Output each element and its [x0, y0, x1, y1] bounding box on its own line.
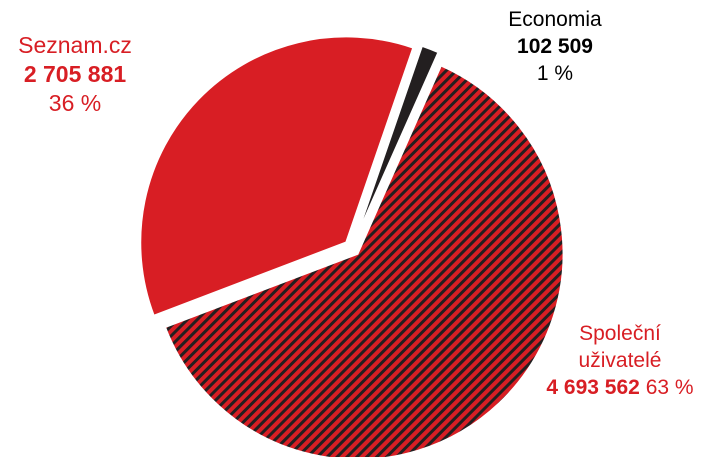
slice-label: Economia 102 509 1 % — [480, 6, 630, 87]
pie-slice — [139, 35, 415, 318]
slice-percent: 1 % — [536, 62, 574, 85]
slice-percent: 36 % — [48, 90, 102, 116]
slice-value: 4 693 562 — [546, 376, 640, 399]
slice-label: Společní uživatelé 4 693 562 63 % — [540, 320, 700, 401]
slice-percent: 63 % — [645, 376, 694, 399]
slice-name: Seznam.cz — [18, 32, 132, 58]
slice-value: 102 509 — [517, 35, 593, 58]
pie-slice — [353, 44, 440, 241]
slice-name: Economia — [508, 8, 602, 31]
slice-value: 2 705 881 — [23, 61, 127, 87]
slice-label: Seznam.cz 2 705 881 36 % — [0, 31, 150, 118]
slice-name: Společní uživatelé — [578, 322, 662, 372]
pie-slice — [163, 64, 565, 457]
